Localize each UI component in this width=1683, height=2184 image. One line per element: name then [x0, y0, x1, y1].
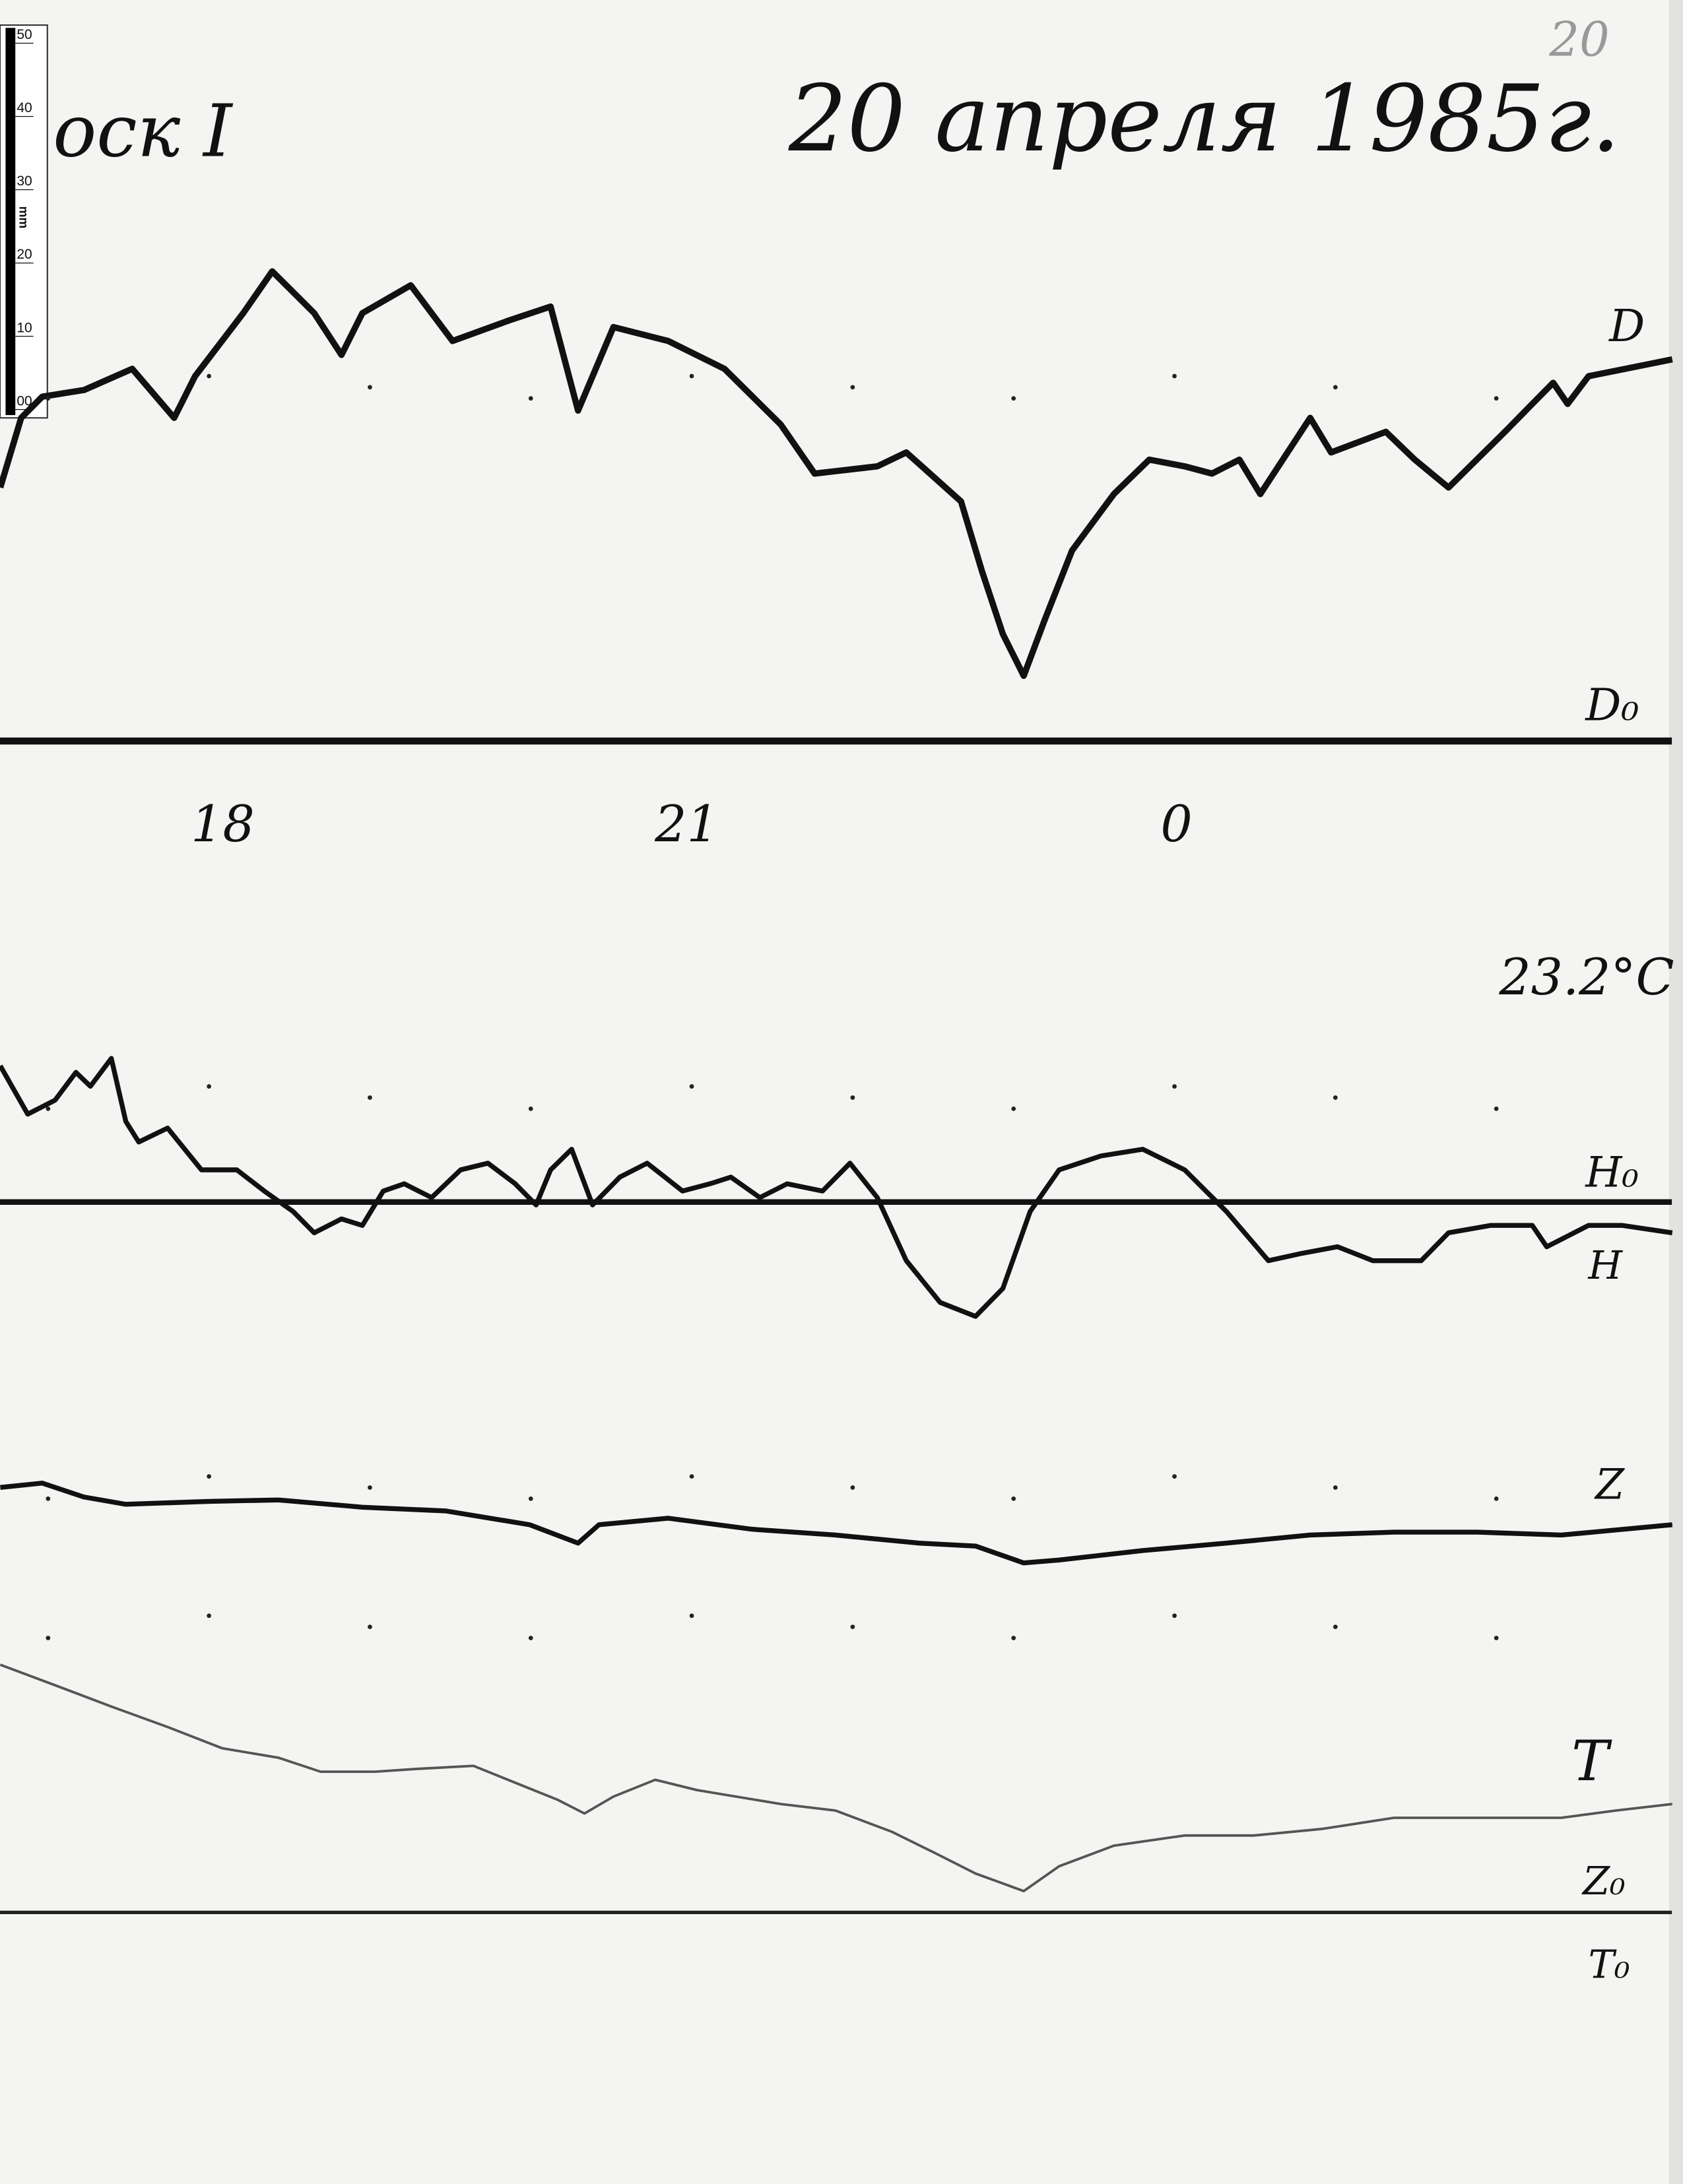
label-d: D — [1608, 300, 1645, 352]
hour-mark — [528, 1636, 533, 1640]
hour-mark — [850, 1485, 855, 1490]
hour-mark — [850, 385, 855, 390]
paper-edge — [1668, 0, 1683, 2184]
hour-mark — [207, 1613, 212, 1619]
page-number: 20 — [1548, 11, 1609, 67]
x-tick-0: 0 — [1160, 794, 1192, 853]
label-h0: H₀ — [1585, 1148, 1639, 1197]
hour-mark — [689, 1474, 694, 1479]
ruler-tick-label: 20 — [16, 247, 32, 262]
hour-mark — [46, 1636, 51, 1640]
hour-mark — [368, 1624, 372, 1629]
hour-mark — [689, 1613, 694, 1619]
hour-mark — [1172, 1474, 1177, 1479]
hour-mark — [1172, 1084, 1177, 1089]
label-d0: D₀ — [1584, 678, 1639, 730]
hour-mark — [1011, 1636, 1016, 1640]
hour-mark — [689, 373, 694, 379]
ruler-unit: mm — [16, 206, 30, 228]
label-z: Z — [1594, 1460, 1625, 1508]
hour-mark — [1494, 396, 1499, 401]
hour-mark — [850, 1624, 855, 1629]
label-t: T — [1571, 1729, 1612, 1793]
hour-mark — [1011, 396, 1016, 401]
hour-mark — [368, 385, 372, 390]
ruler-tick-label: 10 — [16, 320, 32, 335]
hour-mark — [1333, 1624, 1338, 1629]
hour-mark — [1011, 1496, 1016, 1501]
label-h: H — [1587, 1242, 1623, 1288]
hour-mark — [528, 1496, 533, 1501]
hour-mark — [46, 1106, 51, 1111]
hour-mark — [1011, 1106, 1016, 1111]
hour-mark — [1172, 1613, 1177, 1619]
hour-mark — [1494, 1106, 1499, 1111]
hour-mark — [850, 1095, 855, 1100]
hour-mark — [689, 1084, 694, 1089]
station-name-fragment: оск І — [53, 88, 234, 173]
hour-mark — [1494, 1636, 1499, 1640]
hour-mark — [1172, 373, 1177, 379]
hour-mark — [368, 1095, 372, 1100]
hour-mark — [1333, 1095, 1338, 1100]
label-z0: Z₀ — [1581, 1858, 1626, 1904]
temperature-label: 23.2°C — [1498, 947, 1674, 1006]
hour-mark — [46, 1496, 51, 1501]
ruler-tick-label: 50 — [16, 27, 32, 42]
ruler-tick-label: 40 — [16, 100, 32, 115]
hour-mark — [1333, 385, 1338, 390]
hour-mark — [207, 1084, 212, 1089]
hour-mark — [528, 396, 533, 401]
hour-mark — [1333, 1485, 1338, 1490]
ruler-tick-label: 00 — [16, 393, 32, 408]
hour-mark — [528, 1106, 533, 1111]
traces — [0, 268, 1673, 1892]
trace-h — [0, 1056, 1673, 1319]
label-t0: T₀ — [1588, 1942, 1630, 1987]
trace-d — [0, 268, 1673, 680]
hour-mark — [368, 1485, 372, 1490]
hour-mark — [46, 396, 51, 401]
record-date: 20 апреля 1985г. — [788, 65, 1620, 172]
mm-ruler: 00 10 20 30 40 50 mm — [0, 24, 48, 419]
hour-mark — [207, 373, 212, 379]
trace-t — [0, 1663, 1672, 1892]
ruler-tick-label: 30 — [16, 174, 32, 189]
x-tick-21: 21 — [654, 794, 719, 853]
hour-mark — [207, 1474, 212, 1479]
x-tick-18: 18 — [191, 794, 255, 853]
hour-mark — [1494, 1496, 1499, 1501]
trace-z — [0, 1481, 1673, 1566]
